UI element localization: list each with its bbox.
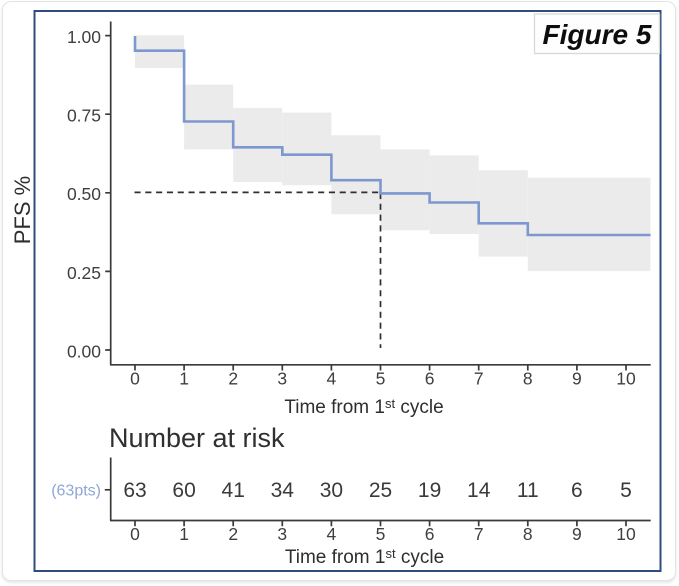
- svg-text:Number at risk: Number at risk: [109, 423, 285, 453]
- svg-text:5: 5: [620, 479, 632, 502]
- svg-text:7: 7: [474, 524, 484, 544]
- svg-text:4: 4: [327, 369, 337, 389]
- svg-text:6: 6: [425, 524, 435, 544]
- svg-text:6: 6: [425, 369, 435, 389]
- svg-text:30: 30: [320, 479, 343, 502]
- svg-text:3: 3: [277, 524, 287, 544]
- svg-text:8: 8: [523, 524, 533, 544]
- svg-text:1.00: 1.00: [67, 27, 101, 47]
- svg-text:63: 63: [123, 479, 146, 502]
- svg-text:7: 7: [474, 369, 484, 389]
- svg-text:25: 25: [369, 479, 392, 502]
- svg-text:41: 41: [222, 479, 245, 502]
- svg-text:4: 4: [327, 524, 337, 544]
- svg-text:0.25: 0.25: [67, 263, 101, 283]
- svg-text:1: 1: [179, 369, 189, 389]
- svg-text:2: 2: [228, 524, 238, 544]
- svg-text:6: 6: [571, 479, 583, 502]
- svg-text:3: 3: [277, 369, 287, 389]
- svg-text:2: 2: [228, 369, 238, 389]
- svg-text:1: 1: [179, 524, 189, 544]
- svg-text:Time from 1st cycle: Time from 1st cycle: [284, 396, 443, 418]
- svg-text:10: 10: [616, 369, 636, 389]
- svg-text:60: 60: [172, 479, 195, 502]
- svg-text:PFS %: PFS %: [10, 176, 35, 244]
- svg-text:9: 9: [572, 369, 582, 389]
- svg-text:0.75: 0.75: [67, 106, 101, 126]
- svg-text:11: 11: [517, 479, 539, 502]
- svg-text:19: 19: [418, 479, 441, 502]
- svg-text:Figure 5: Figure 5: [543, 19, 652, 50]
- svg-text:(63pts): (63pts): [51, 483, 101, 500]
- svg-text:0.50: 0.50: [67, 184, 101, 204]
- svg-text:5: 5: [376, 369, 386, 389]
- svg-text:14: 14: [467, 479, 491, 502]
- svg-text:9: 9: [572, 524, 582, 544]
- svg-text:0: 0: [130, 524, 140, 544]
- svg-text:0: 0: [130, 369, 140, 389]
- svg-text:34: 34: [271, 479, 295, 502]
- svg-text:0.00: 0.00: [67, 341, 101, 361]
- svg-text:5: 5: [376, 524, 386, 544]
- svg-text:8: 8: [523, 369, 533, 389]
- svg-text:10: 10: [616, 524, 636, 544]
- svg-text:Time from 1st cycle: Time from 1st cycle: [285, 546, 444, 568]
